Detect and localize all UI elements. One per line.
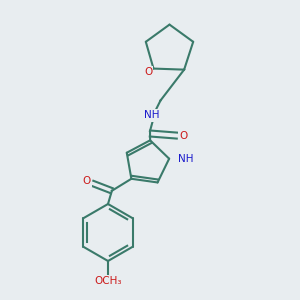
Text: NH: NH [144,110,159,121]
Text: OCH₃: OCH₃ [94,276,122,286]
Text: O: O [179,130,187,141]
Text: O: O [83,176,91,186]
Text: NH: NH [178,154,194,164]
Text: O: O [144,67,152,76]
